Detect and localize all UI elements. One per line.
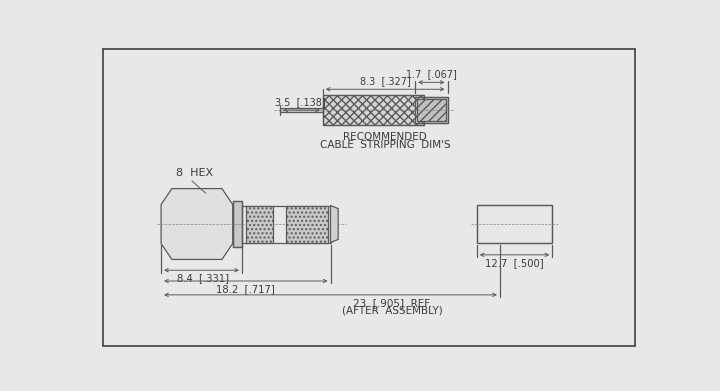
Text: (AFTER  ASSEMBLY): (AFTER ASSEMBLY) xyxy=(342,306,443,316)
Bar xyxy=(286,206,328,242)
Text: RECOMMENDED: RECOMMENDED xyxy=(343,132,427,142)
Text: 8.3  [.327]: 8.3 [.327] xyxy=(360,76,410,86)
Text: 8  HEX: 8 HEX xyxy=(176,168,214,178)
Text: 3.5  [.138]: 3.5 [.138] xyxy=(275,97,325,107)
Text: 1.7  [.067]: 1.7 [.067] xyxy=(406,69,456,79)
Bar xyxy=(233,201,242,247)
Bar xyxy=(415,97,448,123)
Text: 12.7  [.500]: 12.7 [.500] xyxy=(485,258,544,268)
Bar xyxy=(246,206,273,242)
Polygon shape xyxy=(330,206,338,242)
Polygon shape xyxy=(161,188,233,260)
Bar xyxy=(323,95,425,126)
Bar xyxy=(417,99,446,121)
Text: 18.2  [.717]: 18.2 [.717] xyxy=(217,284,275,294)
Bar xyxy=(281,108,323,112)
Text: 8.4  [.331]: 8.4 [.331] xyxy=(177,273,229,283)
Text: CABLE  STRIPPING  DIM'S: CABLE STRIPPING DIM'S xyxy=(320,140,451,150)
Bar xyxy=(477,205,552,243)
Text: 23  [.905]  REF.: 23 [.905] REF. xyxy=(353,298,431,308)
